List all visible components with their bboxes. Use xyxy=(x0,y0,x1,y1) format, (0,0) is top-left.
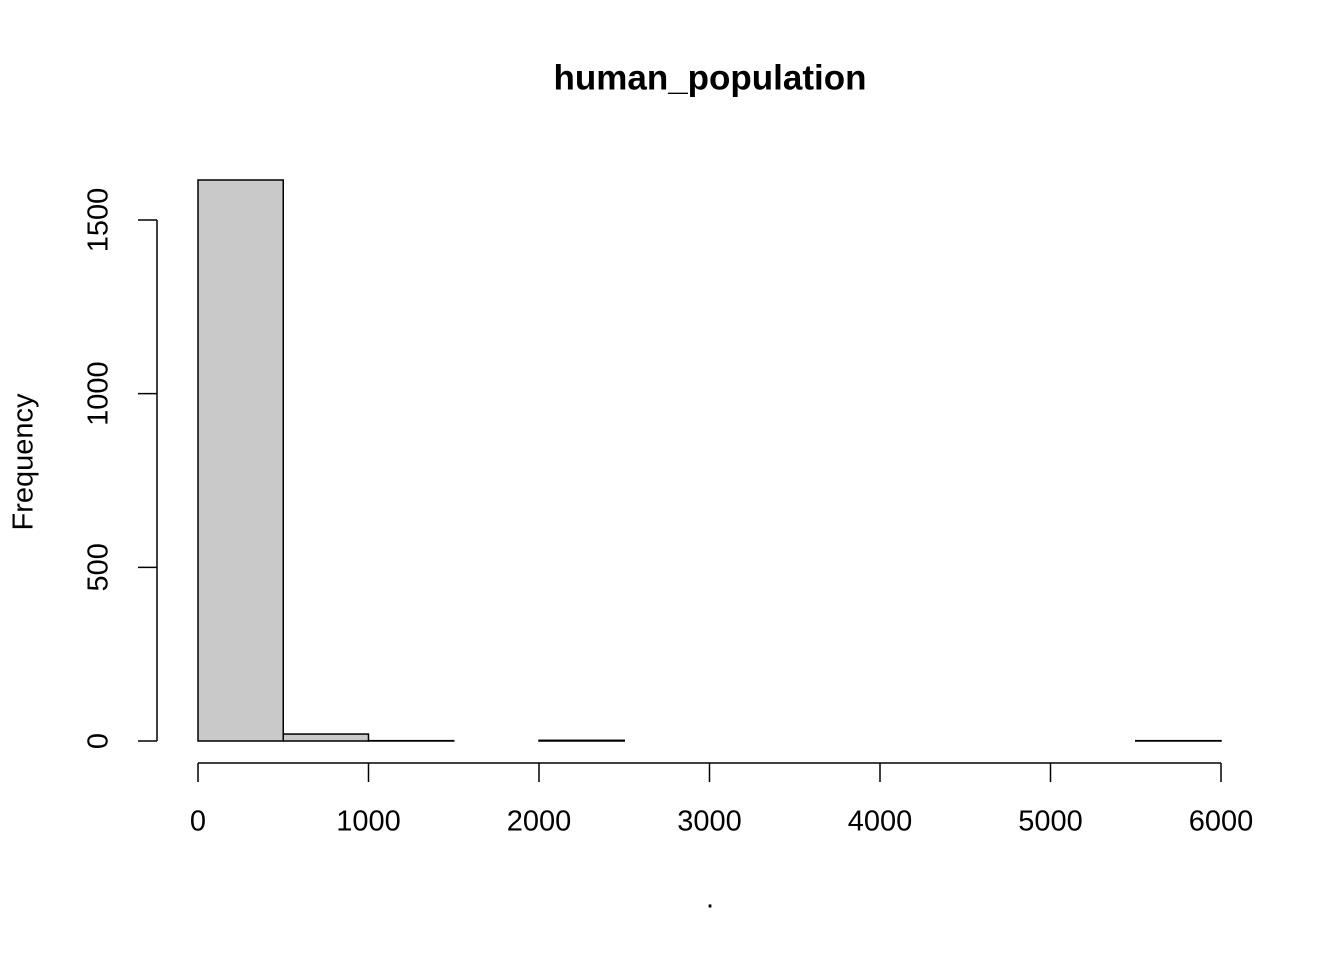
x-tick-label: 3000 xyxy=(677,806,742,838)
y-tick-label: 500 xyxy=(83,543,115,591)
x-tick-label: 1000 xyxy=(336,806,401,838)
x-tick-label: 2000 xyxy=(507,806,572,838)
bar xyxy=(282,733,370,742)
x-tick-label: 4000 xyxy=(848,806,913,838)
chart-title: human_population xyxy=(553,58,866,97)
x-axis-label: . xyxy=(706,883,714,915)
y-tick-label: 0 xyxy=(83,733,115,749)
y-tick-label: 1500 xyxy=(83,188,115,253)
x-tick-label: 0 xyxy=(190,806,206,838)
bar xyxy=(538,739,625,742)
y-tick-label: 1000 xyxy=(83,361,115,426)
x-tick-label: 5000 xyxy=(1018,806,1083,838)
bar xyxy=(197,179,284,742)
x-tick-label: 6000 xyxy=(1189,806,1254,838)
y-axis-label: Frequency xyxy=(8,393,40,531)
